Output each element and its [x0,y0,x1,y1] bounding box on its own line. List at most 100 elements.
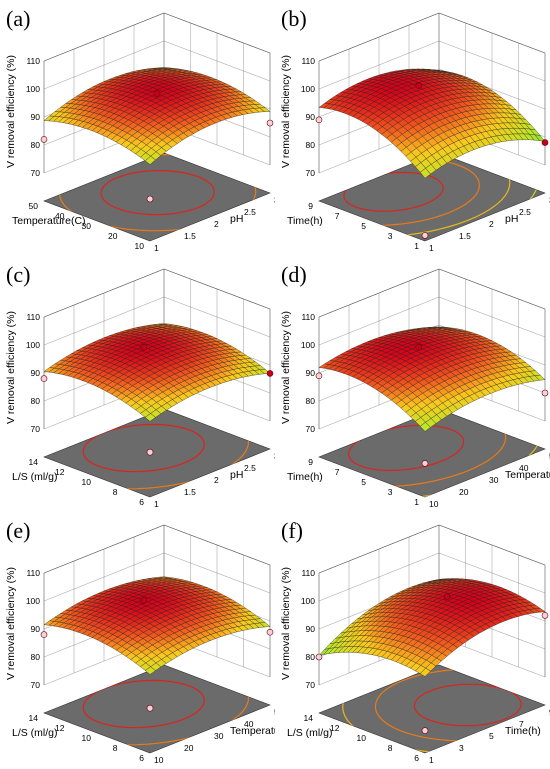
y-tick-label: 12 [330,723,340,733]
x-tick-label: 5 [489,731,494,741]
z-tick-label: 70 [306,424,316,434]
design-point [146,448,154,456]
design-point [40,136,48,143]
x-tick-label: 2.5 [244,463,256,473]
y-tick-label: 10 [82,477,92,487]
response-surface [43,323,271,422]
x-tick-label: 1 [154,243,159,253]
response-surface [318,68,546,179]
x-tick-label: 30 [214,731,224,741]
contour-line [100,170,215,216]
x-axis-label: pH [230,213,243,225]
response-surface [318,326,546,432]
surface-chart-b: 11.522.5313579708090100110pHTime(h)V rem… [280,6,550,253]
z-tick-label: 70 [306,168,316,178]
z-axis-label: V removal efficiency (%) [5,311,17,424]
design-point [266,119,274,127]
y-tick-label: 30 [82,221,92,231]
design-point [153,90,161,97]
x-tick-label: 50 [274,707,275,717]
z-tick-label: 110 [26,56,40,66]
z-tick-label: 100 [301,340,315,350]
x-tick-label: 3 [274,451,275,461]
z-tick-label: 80 [306,396,316,406]
z-tick-label: 100 [26,340,40,350]
z-tick-label: 90 [31,368,41,378]
z-tick-label: 90 [306,368,316,378]
response-surface [318,578,546,677]
y-tick-label: 5 [361,221,366,231]
panel-d: 102030405013579708090100110Temperature(C… [275,256,550,512]
design-point [315,116,323,124]
y-axis-label: Time(h) [287,471,323,483]
x-axis-label: pH [505,213,518,225]
y-tick-label: 3 [388,487,393,497]
response-surface [43,67,271,165]
panel-label: (a) [6,6,30,31]
response-surface [43,576,271,675]
z-axis-label: V removal efficiency (%) [5,567,17,680]
axis-ticks: 102030405013579708090100110 [301,312,550,509]
panel-label: (b) [281,6,307,31]
x-tick-label: 3 [459,743,464,753]
x-tick-label: 20 [459,487,469,497]
z-tick-label: 110 [26,312,40,322]
z-axis-label: V removal efficiency (%) [5,55,17,168]
y-tick-label: 6 [139,753,144,763]
contour-line [82,679,205,729]
design-point [315,372,323,380]
z-tick-label: 90 [306,624,316,634]
y-tick-label: 9 [308,457,313,467]
design-point [266,370,274,377]
surface-facet [144,413,156,422]
design-point [266,628,274,636]
z-tick-label: 100 [26,84,40,94]
design-point [415,82,423,89]
z-tick-label: 100 [301,84,315,94]
z-tick-label: 80 [31,140,41,150]
y-tick-label: 9 [308,201,313,211]
z-axis-label: V removal efficiency (%) [280,55,292,168]
design-point [415,343,423,351]
z-axis-label: V removal efficiency (%) [280,567,292,680]
surface-facet [419,667,431,677]
x-axis-label: Temperature(C) [230,725,275,737]
x-tick-label: 2 [214,219,219,229]
contour-line [319,409,542,497]
z-tick-label: 70 [31,168,41,178]
y-tick-label: 10 [135,241,145,251]
z-tick-label: 70 [31,680,41,690]
y-tick-label: 1 [414,241,419,251]
y-tick-label: 40 [55,211,65,221]
z-tick-label: 90 [31,624,41,634]
axis-ticks: 1 1.5 2 2.5 3 6 8 10 12 14 70 80 90 100 110 [26,312,275,509]
axis-ticks: 1357968101214708090100110 [301,568,550,765]
y-tick-label: 20 [108,231,118,241]
design-point [541,139,549,146]
y-tick-label: 3 [388,231,393,241]
x-tick-label: 10 [154,755,164,765]
y-tick-label: 1 [414,497,419,507]
axis-ticks: 11.522.5313579708090100110 [301,56,550,253]
surface-facet [419,422,431,432]
design-point [541,612,549,619]
design-point [443,593,451,600]
z-tick-label: 100 [301,596,315,606]
panel-e: 10 20 30 40 50 6 8 10 12 14 70 80 90 100 110 Temperatur… [0,512,275,768]
panel-label: (e) [6,518,30,543]
design-point [315,653,323,661]
z-tick-label: 90 [31,112,41,122]
design-point [40,375,48,382]
z-tick-label: 110 [301,568,315,578]
y-tick-label: 7 [335,467,340,477]
surface-facet [419,167,431,179]
contour-line [347,424,465,471]
z-tick-label: 70 [31,424,41,434]
contour-line [413,683,522,727]
y-tick-label: 14 [29,457,39,467]
x-axis-label: Temperature(C) [505,469,550,481]
x-axis-label: pH [230,469,243,481]
design-point [140,597,148,604]
design-point [146,195,154,203]
